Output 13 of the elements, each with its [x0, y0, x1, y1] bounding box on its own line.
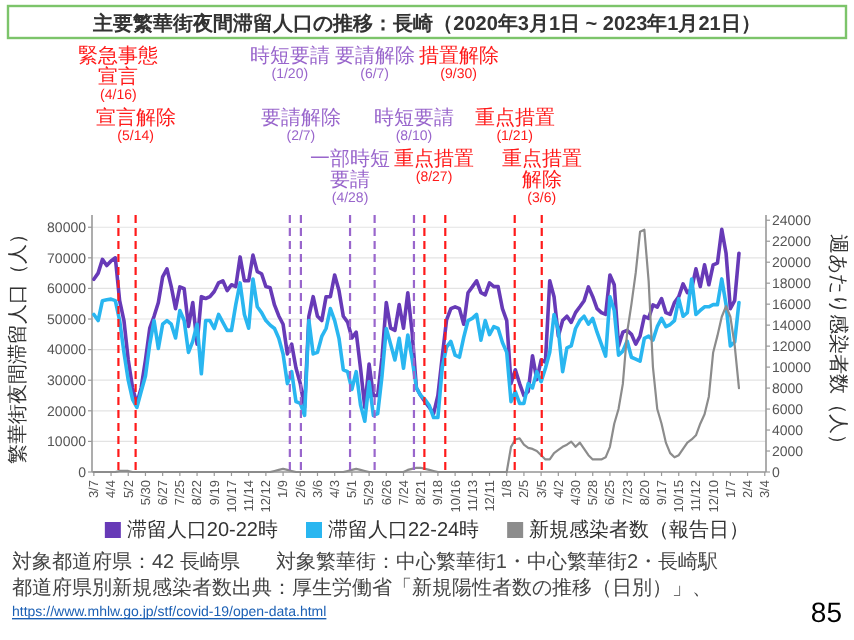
text: 対象繁華街：中心繁華街1・中心繁華街2・長崎駅 — [275, 550, 719, 574]
y2-axis-title: 週あたり感染者数（人） — [826, 233, 850, 454]
line-series — [92, 277, 741, 424]
y-axis-title: 繁華街夜間滞留人口（人） — [6, 223, 30, 464]
text: 都道府県別新規感染者数出典：厚生労働省「新規陽性者数の推移（日別）」、 — [12, 576, 712, 600]
legend-label: 滞留人口20-22時 — [126, 518, 278, 542]
text: 対象都道府県：42 長崎県 — [12, 550, 240, 574]
line-series — [92, 228, 741, 474]
chart-title: 主要繁華街夜間滞留人口の推移：長崎（2020年3月1日 ~ 2023年1月21日） — [91, 12, 761, 36]
line-series — [92, 227, 741, 416]
text: 85 — [810, 596, 843, 628]
legend-label: 新規感染者数（報告日） — [529, 518, 750, 542]
legend-label: 滞留人口22-24時 — [328, 518, 480, 542]
